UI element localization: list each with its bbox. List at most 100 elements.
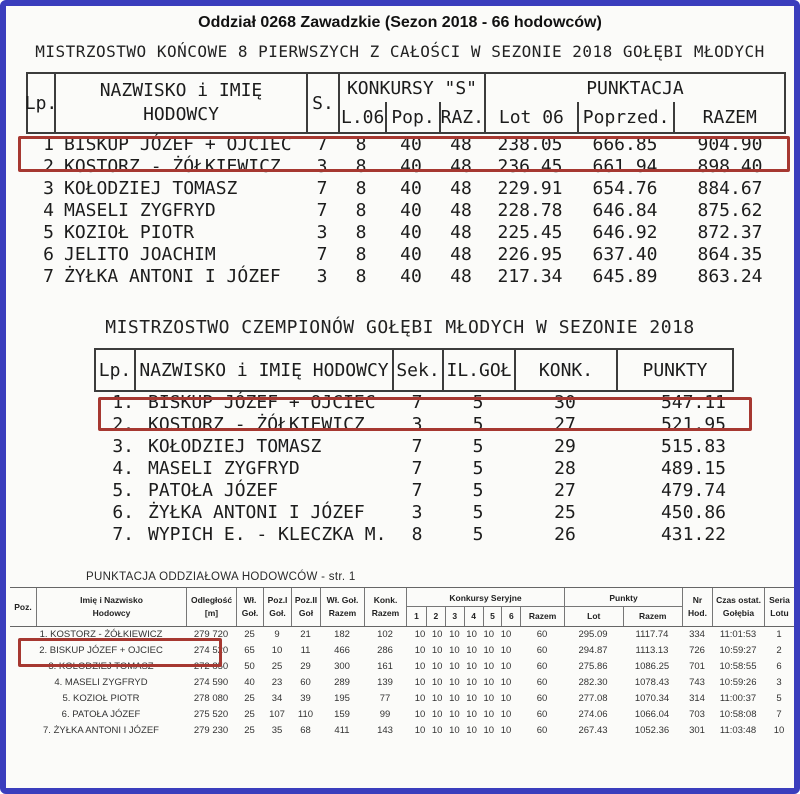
header-punktacja-subrow: Lot 06 Poprzed. RAZEM [486,102,784,132]
cell-konkursy-seryjne: 10 10 10 10 10 10 [414,693,512,704]
cell-nr-hod: 701 [689,661,705,672]
table-row: 1 BISKUP JÓZEF + OJCIEC 7 8 40 48 238.05… [26,134,786,156]
division-scoring-title: PUNKTACJA ODDZIAŁOWA HODOWCÓW - str. 1 [86,571,356,583]
header-punkty-title: Punkty [565,588,682,607]
cell-czas: 10:59:26 [719,677,757,688]
cell-punkty-lot: 267.43 [578,725,608,736]
header-odleglosc-line1: Odległość [190,595,233,605]
cell-czas: 11:00:37 [719,693,757,704]
header-wl-gol: Wł. Goł. [236,588,263,626]
cell-poz1: 10 [271,645,283,656]
cell-wl-gol: 25 [244,709,255,720]
cell-odleglosc: 278 080 [193,693,229,704]
header-konkursy-group: KONKURSY "S" L.06 Pop. RAZ. [338,74,484,132]
cell-s: 7 [316,200,328,221]
cell-lp: 6 [43,244,54,265]
header-konkursy-seryjne-group: Konkursy Seryjne 1 2 3 4 5 6 Razem [406,588,564,626]
final-table-header: Lp. NAZWISKO i IMIĘ HODOWCY S. KONKURSY … [25,72,786,134]
header-raz: RAZ. [438,102,484,132]
cell-pop: 40 [400,178,422,199]
header-wlrazem-line1: Wł. Goł. [326,595,359,605]
cell-konk-razem: 102 [377,629,393,640]
cell-ilgol: 5 [472,502,484,523]
header-seria-line1: Seria [769,595,790,605]
cell-konk-razem: 99 [379,709,391,720]
cell-pop: 40 [400,134,422,155]
header-czas-line2: Gołębia [722,608,755,618]
header-poz2-line1: Poz.II [294,595,318,605]
cell-sek: 3 [411,414,423,435]
table-row: 6. ŻYŁKA ANTONI I JÓZEF 3 5 25 450.86 [94,502,734,524]
cell-wl-gol-razem: 195 [334,693,350,704]
header-wl-line1: Wł. [243,595,257,605]
cell-poz1: 25 [271,661,283,672]
header-nr-line1: Nr [692,595,703,605]
cell-s: 7 [316,134,328,155]
cell-raz: 48 [450,244,472,265]
cell-raz: 48 [450,134,472,155]
cell-seria: 1 [776,629,782,640]
header-name: Imię i Nazwisko Hodowcy [36,588,186,626]
header-konkursy-subrow: L.06 Pop. RAZ. [340,102,484,132]
cell-poz2: 29 [300,661,311,672]
cell-konkursy-seryjne: 10 10 10 10 10 10 [414,629,512,640]
cell-konk-razem: 143 [377,725,393,736]
cell-lot06: 229.91 [497,178,563,199]
header-punkty-group: Punkty Lot Razem [564,588,682,626]
cell-czas: 10:58:55 [719,661,757,672]
cell-wl-gol-razem: 182 [334,629,350,640]
cell-seria: 6 [776,661,782,672]
cell-wl-gol-razem: 411 [334,725,350,736]
cell-konk: 28 [554,458,576,479]
cell-seryjne-razem: 60 [536,629,548,640]
header-odleglosc-line2: [m] [204,608,219,618]
header-poz: Poz. [14,601,32,612]
header-wl-gol-razem: Wł. Goł. Razem [320,588,364,626]
cell-wl-gol: 25 [244,693,255,704]
header-name-line1: Imię i Nazwisko [80,595,143,605]
header-razem: Razem [622,607,683,626]
cell-name: 2. BISKUP JÓZEF + OJCIEC [39,645,163,656]
header-l06: L.06 [341,106,385,128]
cell-ilgol: 5 [472,524,484,545]
cell-sek: 8 [411,524,423,545]
header-s6: 6 [501,607,520,626]
cell-wl-gol-razem: 159 [334,709,350,720]
header-s: S. [306,74,338,132]
cell-raz: 48 [450,222,472,243]
cell-lp: 6. [112,502,134,523]
cell-konkursy-seryjne: 10 10 10 10 10 10 [414,661,512,672]
cell-lp: 3 [43,178,54,199]
cell-wl-gol: 50 [244,661,255,672]
cell-sek: 3 [411,502,423,523]
cell-lot06: 225.45 [497,222,563,243]
cell-konk: 27 [554,480,576,501]
cell-punkty: 515.83 [660,436,726,457]
table-row: 1. KOSTORZ - ŻÓŁKIEWICZ 279 720 25 9 21 … [10,627,794,643]
header-name: NAZWISKO i IMIĘ HODOWCY [134,350,392,390]
header-razem: RAZEM [673,102,784,132]
cell-name: WYPICH E. - KLECZKA M. [148,524,387,545]
header-poz2: Poz.II Goł [291,588,320,626]
cell-l06: 8 [355,266,367,287]
cell-lp: 2 [43,156,54,177]
header-lp: Lp. [25,74,57,132]
cell-punkty-lot: 277.08 [578,693,608,704]
header-konk: KONK. [514,350,616,390]
cell-punkty-razem: 1117.74 [635,629,669,640]
cell-punkty-lot: 282.30 [578,677,608,688]
cell-seryjne-razem: 60 [536,677,548,688]
cell-name: KOŁODZIEJ TOMASZ [64,178,238,199]
cell-lot06: 226.95 [497,244,563,265]
cell-lp: 4 [43,200,54,221]
cell-punkty-razem: 1113.13 [635,645,669,656]
cell-ilgol: 5 [472,436,484,457]
cell-name: KOZIOŁ PIOTR [64,222,195,243]
cell-name: KOŁODZIEJ TOMASZ [148,436,322,457]
cell-raz: 48 [450,266,472,287]
cell-wl-gol-razem: 300 [334,661,350,672]
cell-czas: 11:01:53 [719,629,757,640]
cell-s: 3 [316,222,328,243]
cell-wl-gol-razem: 289 [334,677,350,688]
header-poz2-line2: Goł [298,608,314,618]
